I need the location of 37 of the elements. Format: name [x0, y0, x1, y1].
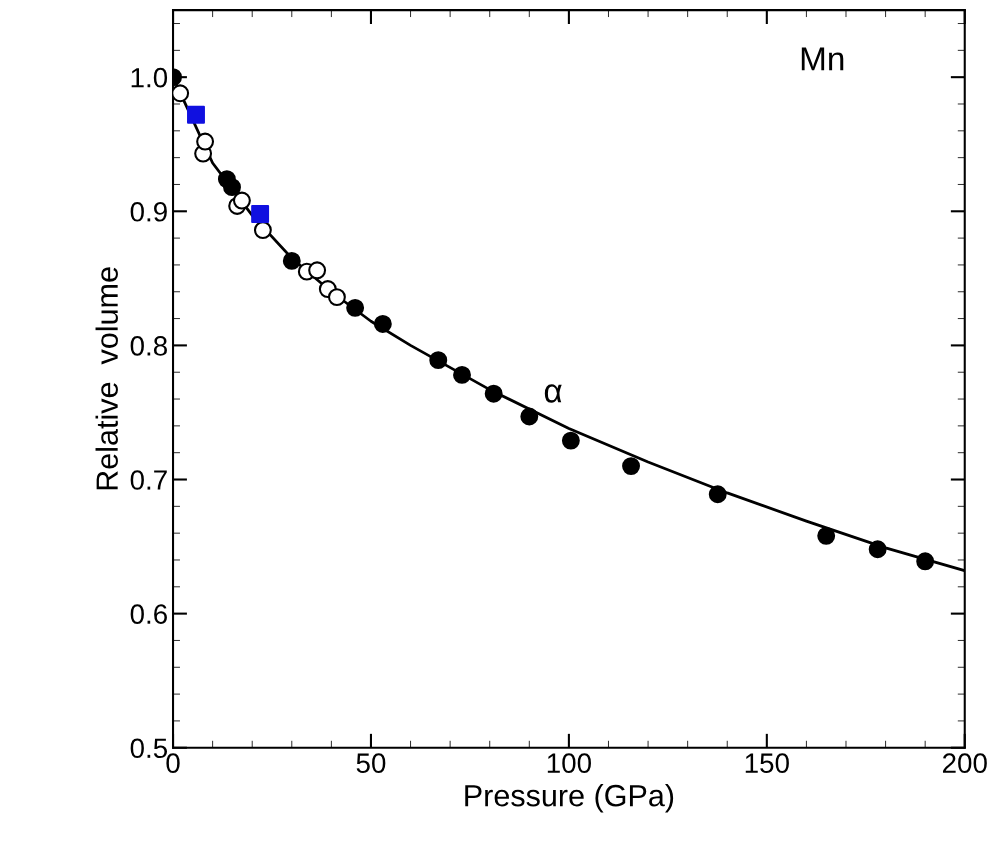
x-axis-title: Pressure (GPa) [465, 784, 674, 813]
annotation: α [544, 384, 562, 403]
annotation: Mn [801, 47, 844, 71]
point [173, 84, 190, 103]
point [453, 365, 471, 384]
y-tick-label: 0.8 [130, 336, 167, 356]
point [187, 105, 205, 124]
point [251, 205, 270, 223]
y-tick-label: 0.6 [130, 604, 167, 624]
point [622, 457, 640, 476]
x-tick-label: 100 [547, 753, 591, 774]
x-tick-label: 50 [356, 753, 386, 774]
point [429, 351, 448, 370]
point [196, 132, 215, 151]
y-tick-label: 0.9 [130, 201, 167, 222]
point [520, 407, 539, 426]
x-tick-label: 200 [942, 753, 987, 774]
y-tick-label: 1.0 [131, 67, 168, 88]
point [708, 485, 727, 504]
point [327, 288, 346, 307]
y-axis-title: Relative volume [95, 267, 118, 490]
point [868, 540, 887, 559]
point [817, 526, 836, 545]
point [561, 431, 580, 450]
y-tick-label: 0.7 [130, 470, 167, 490]
point [373, 314, 392, 333]
point [346, 298, 365, 317]
point [282, 251, 301, 270]
point [253, 221, 272, 240]
x-tick-label: 150 [745, 753, 789, 774]
point [232, 191, 251, 210]
point [223, 178, 241, 197]
point [916, 552, 935, 571]
point [484, 384, 503, 403]
x-tick-label: 0 [166, 753, 180, 774]
y-tick-label: 0.5 [130, 738, 168, 759]
point [308, 261, 327, 280]
